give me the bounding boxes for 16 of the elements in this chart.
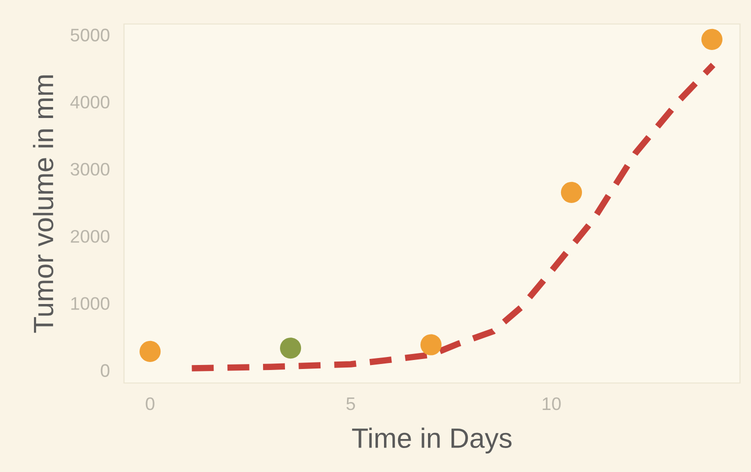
x-axis-title: Time in Days (352, 428, 512, 454)
point (560, 182, 582, 203)
y-tick-label: 2000 (70, 230, 110, 243)
y-axis-title: Tumor volume in mm (32, 75, 54, 333)
point (420, 334, 442, 356)
x-tick-label: 0 (146, 397, 154, 410)
y-tick-label: 1000 (71, 297, 110, 310)
point (701, 28, 722, 50)
y-tick-label: 3000 (70, 162, 110, 176)
x-tick-label: 10 (542, 397, 561, 410)
point (140, 340, 161, 362)
x-tick-label: 5 (346, 398, 355, 410)
y-tick-label: 4000 (70, 96, 110, 109)
y-tick-label: 5000 (70, 28, 110, 42)
point (280, 338, 302, 359)
y-tick-label: 0 (100, 364, 110, 377)
